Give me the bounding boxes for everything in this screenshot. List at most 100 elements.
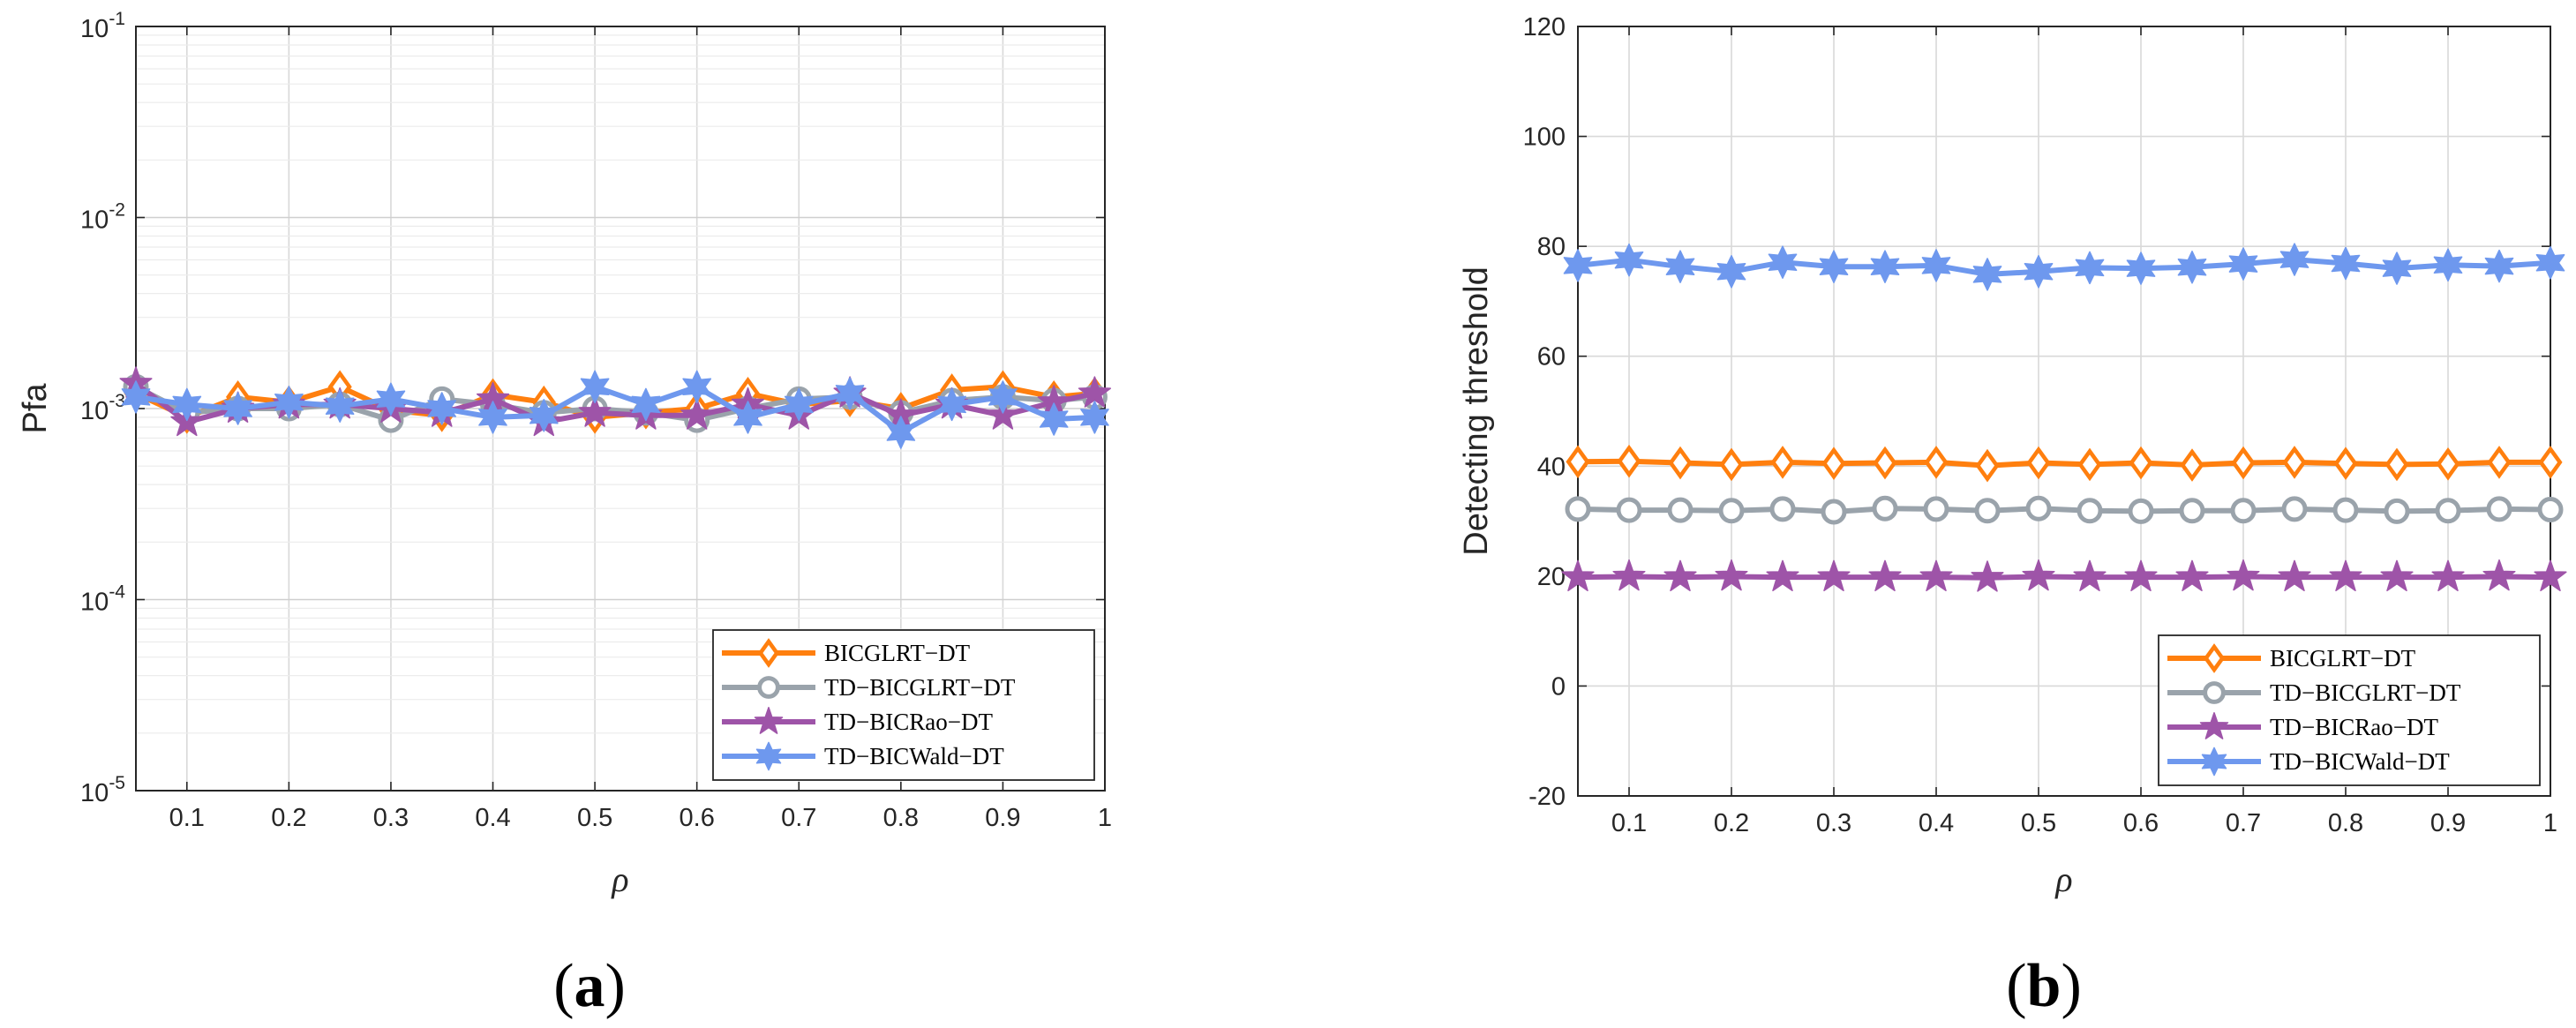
- data-point-td-bicrao-dt: [2329, 559, 2362, 592]
- y-tick-base: 10: [80, 206, 109, 235]
- y-tick-label: 10-5: [80, 773, 125, 807]
- y-tick-base: 10: [80, 589, 109, 617]
- data-point-td-bicrao-dt: [2073, 559, 2107, 592]
- data-point-td-bicglrt-dt: [2435, 498, 2461, 524]
- y-tick-exponent: -2: [109, 200, 125, 221]
- data-point-td-bicglrt-dt: [1974, 498, 2001, 524]
- data-point-td-bicwald-dt: [2535, 246, 2565, 280]
- data-point-bicglrt-dt: [2487, 446, 2512, 479]
- y-tick-label: 10-2: [80, 200, 125, 235]
- y-tick-label: 0: [1551, 672, 1566, 701]
- data-point-td-bicglrt-dt: [1769, 496, 1796, 522]
- chart-panel-b: 0.1 0.2 0.3 0.4 0.5 0.6 0.7 0.8 0.9 1 120 100 80 60 40…: [1458, 13, 2567, 1020]
- legend-label: TD−BICRao−DT: [824, 709, 993, 735]
- legend-entry-td-bicrao-dt[interactable]: TD−BICRao−DT: [722, 707, 993, 735]
- data-point-bicglrt-dt: [1617, 444, 1641, 478]
- data-point-td-bicwald-dt: [121, 380, 151, 414]
- data-point-td-bicwald-dt: [478, 401, 507, 434]
- data-point-td-bicglrt-dt: [1616, 497, 1642, 523]
- data-point-bicglrt-dt: [1873, 446, 1897, 480]
- data-point-td-bicrao-dt: [2278, 559, 2311, 592]
- data-point-td-bicwald-dt: [172, 387, 202, 422]
- data-point-bicglrt-dt: [2026, 446, 2051, 480]
- data-point-bicglrt-dt: [1719, 447, 1744, 482]
- data-point-td-bicglrt-dt: [2077, 498, 2103, 524]
- data-point-td-bicglrt-dt: [2486, 496, 2512, 522]
- legend-entry-td-bicglrt-dt[interactable]: TD−BICGLRT−DT: [722, 674, 1016, 701]
- data-point-td-bicrao-dt: [1664, 559, 1697, 592]
- data-point-td-bicrao-dt: [1868, 559, 1902, 592]
- data-point-bicglrt-dt: [2384, 447, 2409, 482]
- data-point-bicglrt-dt: [2231, 446, 2256, 480]
- legend-entry-td-bicwald-dt[interactable]: TD−BICWald−DT: [722, 741, 1004, 771]
- y-tick-label: 120: [1523, 13, 1566, 41]
- legend-entry-bicglrt-dt[interactable]: BICGLRT−DT: [2167, 643, 2416, 673]
- x-tick-label: 0.2: [1714, 809, 1749, 837]
- data-point-td-bicrao-dt: [2431, 559, 2465, 592]
- data-point-td-bicrao-dt: [2175, 559, 2209, 592]
- data-point-td-bicwald-dt: [1972, 258, 2002, 291]
- legend-marker: [2203, 681, 2226, 704]
- axes-box: [1577, 26, 2551, 797]
- panel-label-letter: a: [575, 952, 605, 1020]
- chart-panel-a: 0.1 0.2 0.3 0.4 0.5 0.6 0.7 0.8 0.9 110-110-210-3…: [17, 9, 1112, 1020]
- data-point-td-bicwald-dt: [733, 401, 762, 434]
- y-tick-exponent: -3: [109, 391, 125, 411]
- y-tick-label: 10-3: [80, 391, 125, 425]
- data-point-td-bicwald-dt: [631, 387, 661, 422]
- y-tick-label: 20: [1537, 563, 1566, 591]
- data-point-td-bicglrt-dt: [1872, 495, 1898, 522]
- x-tick-label: 0.8: [883, 804, 919, 832]
- x-tick-label: 0.7: [781, 804, 816, 832]
- y-tick-label: 80: [1537, 233, 1566, 261]
- data-point-td-bicglrt-dt: [2281, 496, 2308, 522]
- y-tick-label: 10-4: [80, 582, 125, 617]
- data-point-td-bicrao-dt: [1766, 559, 1799, 592]
- data-point-td-bicwald-dt: [1563, 249, 1593, 282]
- x-tick-label: 0.5: [2021, 809, 2056, 837]
- legend-entry-td-bicrao-dt[interactable]: TD−BICRao−DT: [2167, 712, 2438, 740]
- legend-entry-td-bicglrt-dt[interactable]: TD−BICGLRT−DT: [2167, 679, 2461, 706]
- data-point-td-bicglrt-dt: [2128, 498, 2154, 524]
- data-point-td-bicrao-dt: [1971, 560, 2004, 592]
- data-point-td-bicwald-dt: [580, 370, 610, 404]
- series-td-bicwald-dt: [121, 370, 1109, 449]
- x-tick-label: 0.9: [2430, 809, 2466, 837]
- y-tick-label: 10-1: [80, 9, 125, 43]
- data-point-td-bicwald-dt: [1716, 255, 1746, 289]
- series-bicglrt-dt: [1566, 444, 2563, 483]
- data-point-td-bicwald-dt: [2331, 246, 2361, 281]
- data-point-td-bicwald-dt: [529, 399, 559, 432]
- data-point-td-bicwald-dt: [325, 389, 355, 423]
- data-point-td-bicrao-dt: [578, 395, 612, 427]
- y-tick-label: -20: [1528, 783, 1566, 811]
- data-point-td-bicwald-dt: [988, 380, 1018, 414]
- x-tick-label: 0.7: [2226, 809, 2261, 837]
- data-point-td-bicwald-dt: [1768, 245, 1798, 279]
- data-point-td-bicwald-dt: [2075, 251, 2105, 285]
- legend-entry-bicglrt-dt[interactable]: BICGLRT−DT: [722, 638, 971, 668]
- data-point-td-bicglrt-dt: [2384, 498, 2410, 524]
- legend-marker: [2203, 643, 2226, 673]
- x-axis-label: ρ: [610, 859, 628, 899]
- data-point-td-bicrao-dt: [2380, 559, 2414, 592]
- data-point-td-bicwald-dt: [2433, 248, 2463, 282]
- panel-label-open: (: [553, 952, 574, 1020]
- data-point-td-bicrao-dt: [1817, 559, 1851, 592]
- data-point-bicglrt-dt: [1566, 445, 1590, 479]
- legend-label: TD−BICWald−DT: [2270, 748, 2450, 775]
- data-point-td-bicwald-dt: [223, 392, 252, 425]
- legend-marker: [755, 741, 782, 771]
- data-point-bicglrt-dt: [1924, 446, 1949, 479]
- data-point-bicglrt-dt: [2538, 446, 2563, 479]
- data-point-bicglrt-dt: [1821, 446, 1846, 481]
- legend-entry-td-bicwald-dt[interactable]: TD−BICWald−DT: [2167, 747, 2450, 777]
- legend-marker: [754, 707, 784, 734]
- data-point-td-bicwald-dt: [937, 387, 966, 422]
- x-tick-label: 0.3: [1816, 809, 1851, 837]
- data-point-td-bicrao-dt: [2227, 559, 2260, 591]
- x-tick-label: 0.4: [1919, 809, 1954, 837]
- data-point-td-bicrao-dt: [1561, 559, 1595, 592]
- data-point-td-bicglrt-dt: [2537, 496, 2564, 522]
- y-tick-exponent: -5: [109, 773, 125, 793]
